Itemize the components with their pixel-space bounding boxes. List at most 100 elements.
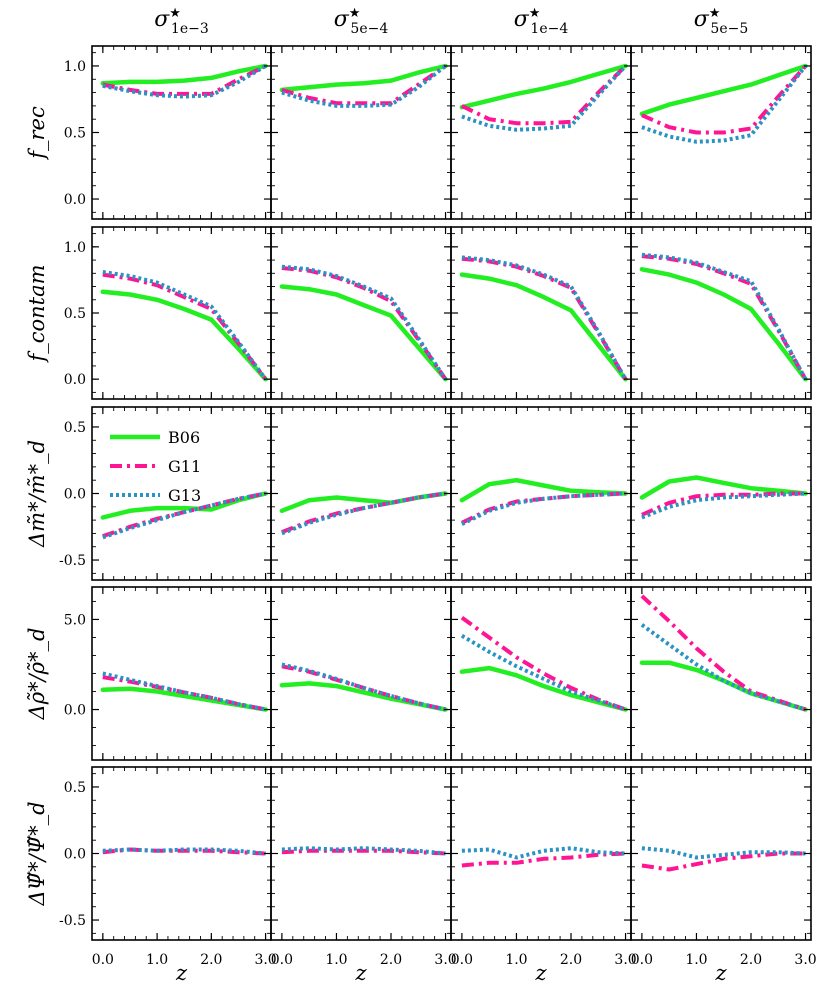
x-tick-label: 0.0	[271, 952, 293, 968]
panel-r2-c2	[270, 226, 452, 400]
series-line-g11	[641, 491, 806, 517]
x-tick-label: 0.0	[451, 952, 473, 968]
legend-label-b06: B06	[168, 428, 200, 447]
y-axis-label-row-4: Δρ̃*/ρ̃*_d	[25, 628, 49, 721]
y-tick-label: -0.5	[59, 913, 86, 929]
series-line-g11	[460, 615, 627, 712]
panel-r3-c1	[91, 406, 272, 581]
legend-label-g13: G13	[168, 486, 201, 505]
panel-r5-c1	[91, 766, 272, 941]
x-tick-label: 3.0	[794, 952, 816, 968]
panel-frame	[91, 226, 272, 400]
series-line-b06	[639, 475, 808, 500]
x-axis-label: z	[534, 961, 547, 985]
series-line-g11	[461, 851, 626, 868]
y-tick-label: 0.5	[64, 306, 86, 322]
y-tick-label: 5.0	[64, 612, 86, 628]
column-title-3: σ★ 1e−4	[514, 6, 569, 37]
x-tick-label: 2.0	[740, 952, 762, 968]
panel-r5-c2	[270, 766, 452, 941]
x-axis-label: z	[175, 961, 188, 985]
x-tick-label: 1.0	[325, 952, 347, 968]
series-line-g13	[281, 662, 446, 712]
y-tick-label: 0.0	[64, 703, 86, 719]
panel-r5-c3	[450, 766, 632, 941]
y-tick-label: -0.5	[59, 553, 86, 569]
panel-r1-c4	[630, 45, 812, 220]
x-tick-label: 0.0	[631, 952, 653, 968]
x-tick-label: 0.0	[92, 952, 114, 968]
column-title-2: σ★ 5e−4	[334, 6, 389, 37]
panel-frame	[630, 226, 812, 400]
panel-frame	[630, 45, 812, 220]
x-tick-label: 1.0	[685, 952, 707, 968]
series-line-b06	[279, 284, 448, 382]
series-line-g13	[641, 491, 806, 520]
series-line-g11	[102, 675, 266, 712]
series-line-b06	[279, 681, 448, 712]
series-line-g13	[461, 255, 628, 381]
panel-r5-c4	[630, 766, 812, 941]
series-line-g11	[640, 594, 807, 712]
series-line-b06	[279, 491, 448, 514]
x-tick-label: 3.0	[434, 952, 456, 968]
series-line-g11	[102, 847, 266, 856]
panel-r4-c2	[270, 586, 452, 761]
panel-frame	[91, 586, 272, 761]
panel-frame	[91, 766, 272, 941]
y-tick-label: 0.5	[64, 420, 86, 436]
series-line-b06	[279, 63, 448, 93]
panel-r4-c4	[630, 586, 812, 761]
panel-r1-c1	[91, 45, 272, 220]
x-tick-label: 3.0	[254, 952, 276, 968]
panel-frame	[270, 226, 452, 400]
series-line-b06	[639, 63, 808, 117]
series-line-g13	[281, 491, 446, 536]
x-tick-label: 1.0	[146, 952, 168, 968]
y-tick-label: 1.0	[64, 240, 86, 256]
series-line-g11	[461, 64, 627, 126]
column-title-4: σ★ 5e−5	[694, 6, 749, 37]
panel-r2-c1	[91, 226, 272, 400]
x-tick-label: 2.0	[560, 952, 582, 968]
y-tick-label: 0.0	[64, 372, 86, 388]
y-tick-label: 0.0	[64, 847, 86, 863]
panel-frame	[630, 586, 812, 761]
series-line-g13	[102, 64, 267, 99]
y-axis-label-row-3: Δm̃*/m̃*_d	[25, 440, 49, 548]
series-line-g13	[460, 633, 627, 712]
panel-frame	[450, 226, 632, 400]
series-line-g13	[641, 846, 806, 860]
series-line-g11	[281, 64, 447, 106]
series-line-g11	[102, 272, 268, 381]
panel-frame	[450, 586, 632, 761]
y-tick-label: 0.0	[64, 487, 86, 503]
x-axis-label: z	[354, 961, 367, 985]
panel-r4-c3	[450, 586, 632, 761]
x-axis-label: z	[714, 961, 727, 985]
series-line-g13	[461, 491, 626, 526]
y-axis-label-row-5: ΔΨ̃*/Ψ̃*_d	[25, 801, 49, 906]
y-axis-label-row-2: f_contam	[25, 264, 49, 363]
panel-r1-c3	[450, 45, 632, 220]
panel-r4-c1	[91, 586, 272, 761]
y-tick-label: 0.5	[64, 126, 86, 142]
series-line-b06	[100, 289, 268, 382]
series-line-g13	[640, 623, 807, 712]
series-line-g13	[102, 491, 266, 540]
series-line-g13	[281, 264, 448, 381]
panel-frame	[270, 586, 452, 761]
series-line-g13	[461, 64, 627, 132]
legend: B06 G11 G13	[110, 428, 201, 505]
panel-r3-c4	[630, 406, 812, 581]
panel-r3-c3	[450, 406, 632, 581]
series-line-b06	[100, 63, 268, 86]
panel-frame	[630, 766, 812, 941]
panel-frame	[270, 406, 452, 581]
series-line-g13	[102, 671, 266, 712]
x-tick-label: 2.0	[200, 952, 222, 968]
x-tick-label: 2.0	[380, 952, 402, 968]
panel-r1-c2	[270, 45, 452, 220]
series-line-b06	[459, 477, 628, 503]
series-line-b06	[639, 267, 808, 382]
